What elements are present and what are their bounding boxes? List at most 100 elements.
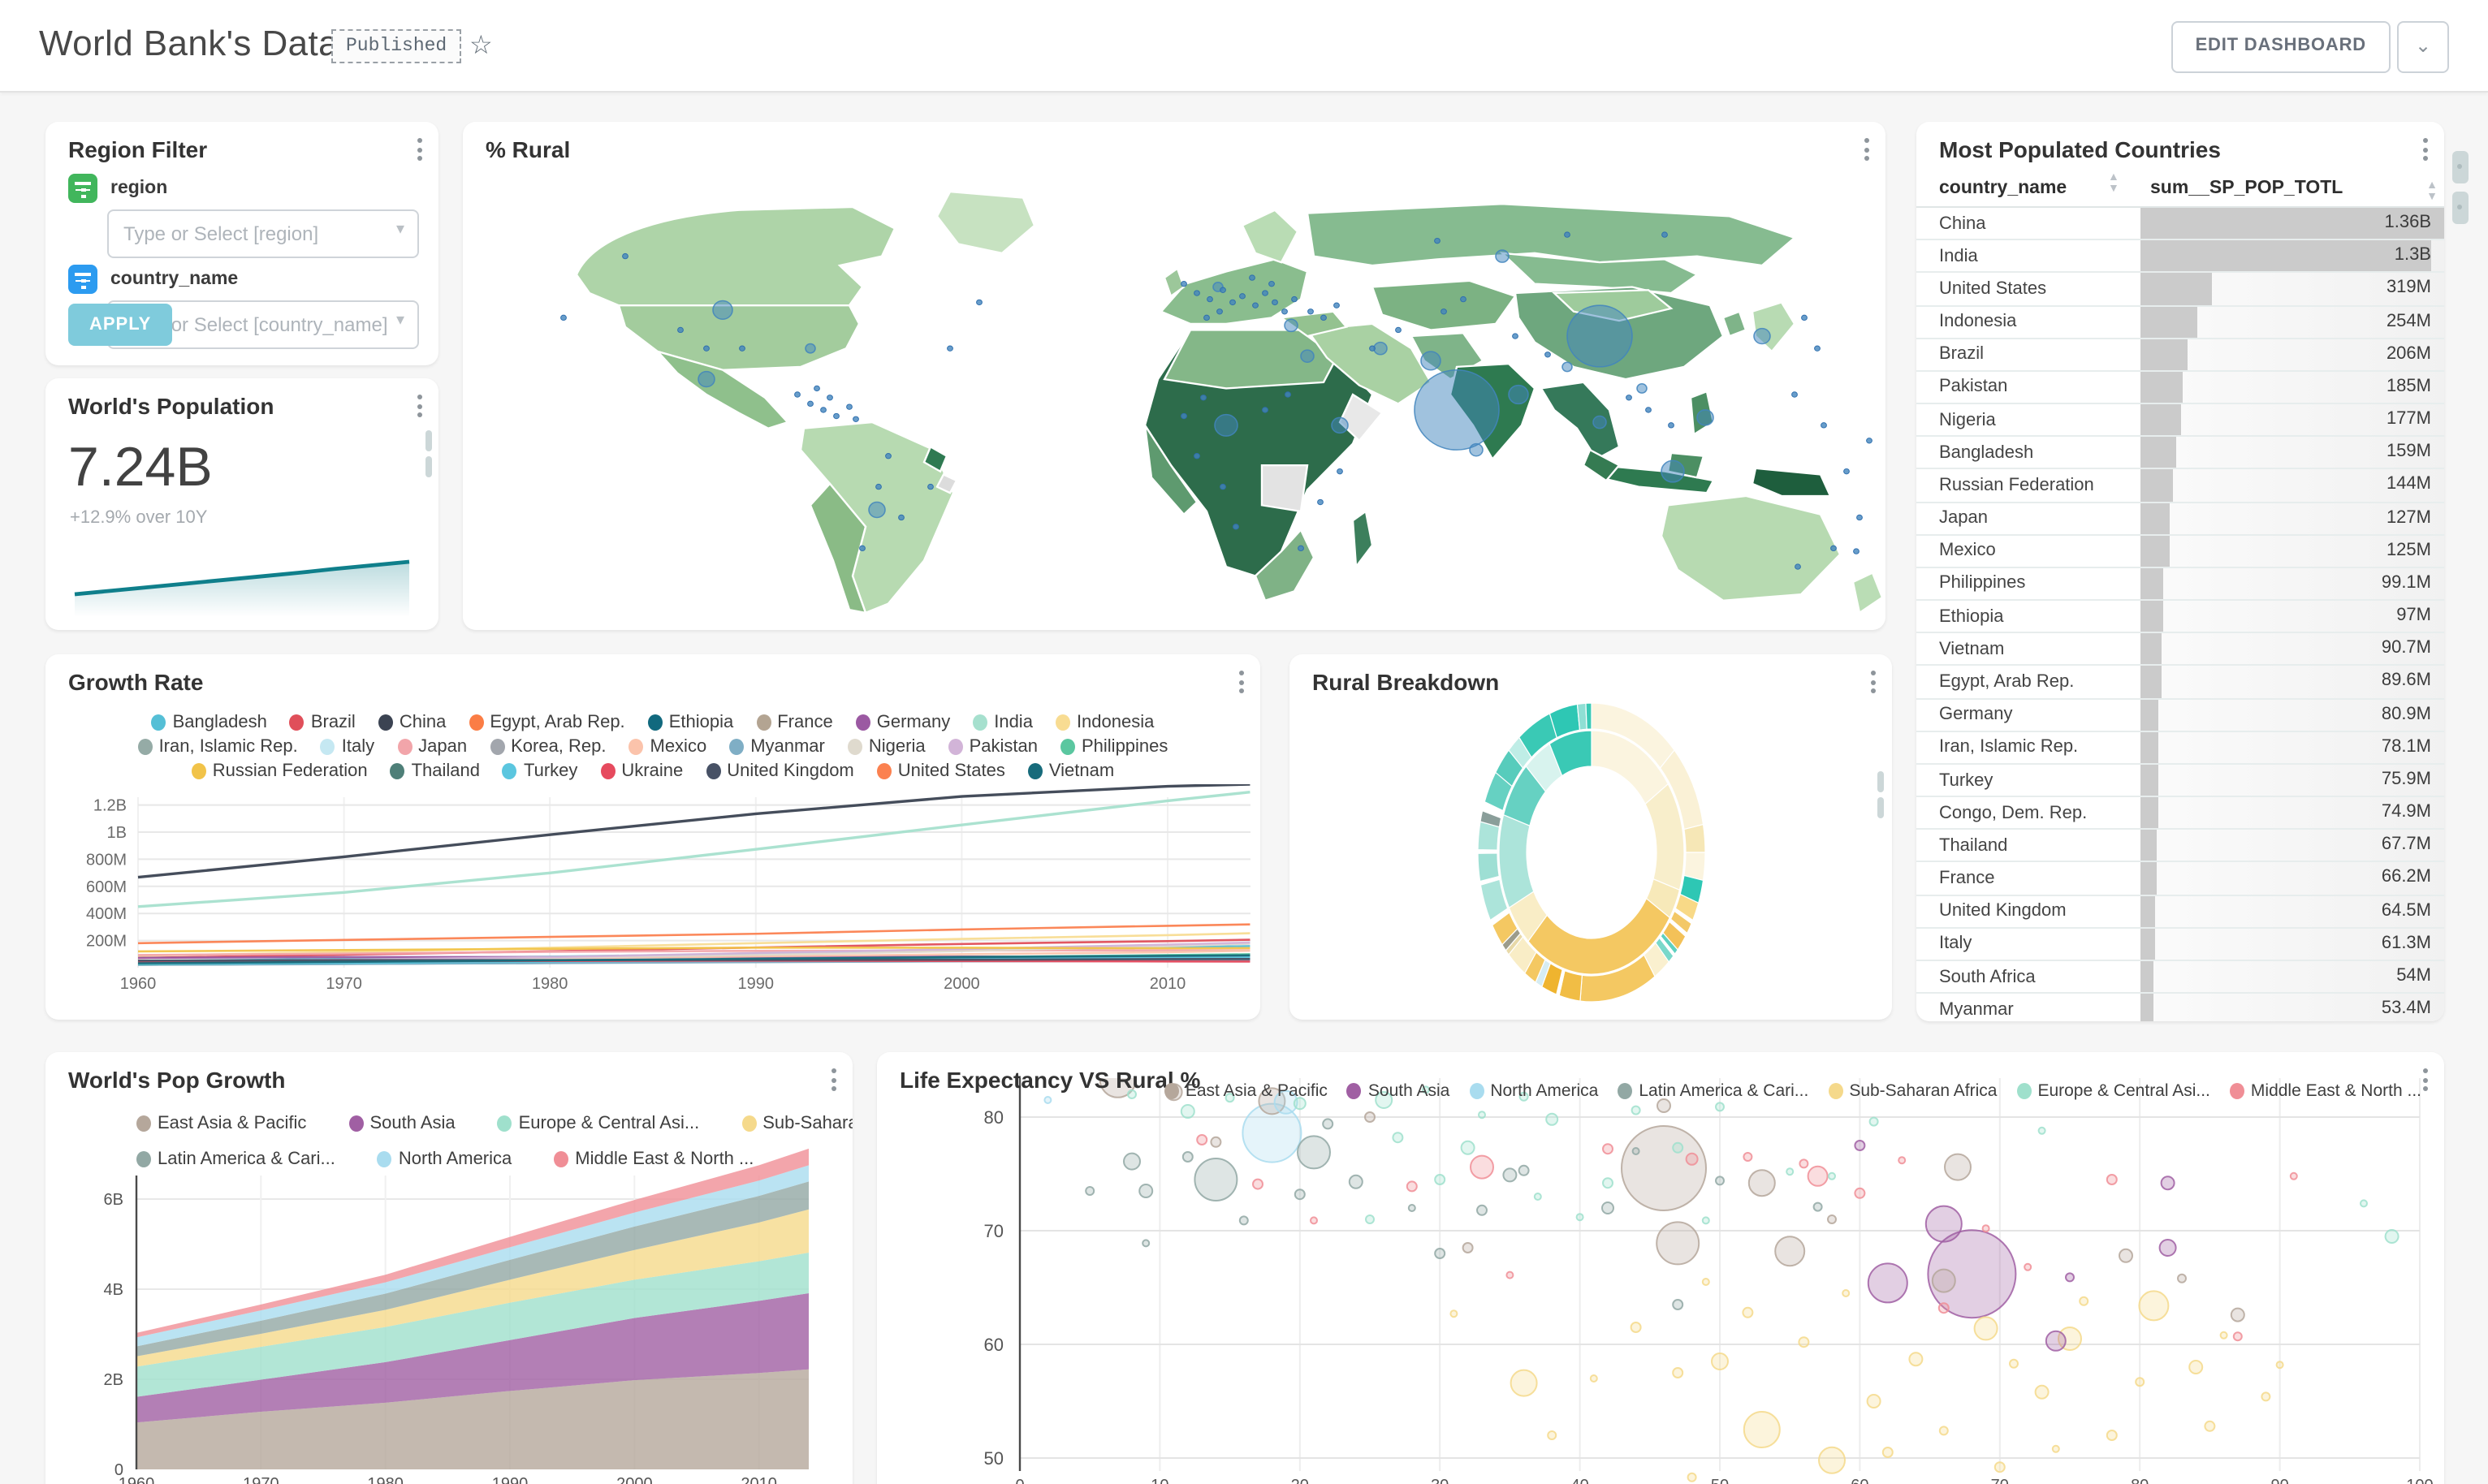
table-row[interactable]: Italy 61.3M (1916, 928, 2444, 961)
legend-item[interactable]: Mexico (628, 737, 706, 757)
scrollbar[interactable] (425, 456, 432, 477)
table-row[interactable]: United States 319M (1916, 273, 2444, 307)
legend-item[interactable]: Pakistan (948, 737, 1038, 757)
column-country-name[interactable]: country_name (1939, 179, 2067, 198)
growth-line-chart[interactable]: 200M 400M 600M 800M 1B 1.2B 1960 1970 1980 1990 20… (45, 784, 1260, 1003)
scatter-legend-row[interactable]: East Asia & Pacific South Asia North Ameri… (877, 1081, 2444, 1101)
table-row[interactable]: Turkey 75.9M (1916, 764, 2444, 798)
legend-item[interactable]: Sub-Saharan Africa (741, 1114, 853, 1133)
scrollbar[interactable] (425, 430, 432, 451)
legend-item[interactable]: Thailand (390, 761, 480, 781)
growth-legend-row[interactable]: Russian Federation Thailand Turkey Ukraine U… (45, 761, 1260, 781)
legend-item[interactable]: Turkey (502, 761, 577, 781)
table-row[interactable]: Mexico 125M (1916, 535, 2444, 568)
legend-item[interactable]: Middle East & North ... (554, 1150, 754, 1169)
legend-item[interactable]: North America (1469, 1081, 1598, 1101)
legend-item[interactable]: Korea, Rep. (490, 737, 607, 757)
kebab-menu-icon[interactable] (1871, 671, 1876, 693)
kebab-menu-icon[interactable] (417, 395, 422, 417)
scatter-bubble-chart[interactable]: 80 70 60 50 0 10 20 30 40 50 60 70 80 90 100 (877, 1078, 2444, 1484)
area-legend-row[interactable]: East Asia & Pacific South Asia Europe & Ce… (45, 1114, 853, 1133)
legend-item[interactable]: Iran, Islamic Rep. (137, 737, 298, 757)
table-row[interactable]: China 1.36B (1916, 208, 2444, 241)
legend-item[interactable]: Italy (320, 737, 374, 757)
legend-item[interactable]: Europe & Central Asi... (497, 1114, 699, 1133)
legend-item[interactable]: Bangladesh (151, 713, 267, 732)
legend-item[interactable]: Brazil (289, 713, 356, 732)
legend-item[interactable]: Ethiopia (647, 713, 733, 732)
table-row[interactable]: Congo, Dem. Rep. 74.9M (1916, 797, 2444, 830)
legend-item[interactable]: Latin America & Cari... (136, 1150, 335, 1169)
table-row[interactable]: Ethiopia 97M (1916, 601, 2444, 634)
legend-item[interactable]: Russian Federation (191, 761, 368, 781)
table-row[interactable]: South Africa 54M (1916, 960, 2444, 994)
edit-dropdown-button[interactable]: ⌄ (2397, 21, 2449, 73)
table-row[interactable]: Indonesia 254M (1916, 306, 2444, 339)
legend-item[interactable]: South Asia (348, 1114, 456, 1133)
sort-icon[interactable]: ▲ ▼ (2426, 180, 2438, 203)
legend-item[interactable]: North America (377, 1150, 512, 1169)
table-row[interactable]: Brazil 206M (1916, 339, 2444, 372)
population-cell: 125M (2140, 535, 2444, 567)
sort-icon[interactable]: ▲ ▼ (2108, 172, 2119, 195)
pop-growth-area-chart[interactable]: 0 2B 4B 6B 1960 1970 1980 1990 2000 2010 (45, 1143, 853, 1484)
table-row[interactable]: Japan 127M (1916, 503, 2444, 536)
kebab-menu-icon[interactable] (831, 1068, 836, 1091)
table-row[interactable]: India 1.3B (1916, 240, 2444, 274)
legend-item[interactable]: United States (876, 761, 1005, 781)
legend-item[interactable]: China (378, 713, 446, 732)
table-row[interactable]: Egypt, Arab Rep. 89.6M (1916, 666, 2444, 700)
legend-item[interactable]: Indonesia (1055, 713, 1154, 732)
legend-item[interactable]: South Asia (1346, 1081, 1449, 1101)
kebab-menu-icon[interactable] (417, 138, 422, 161)
world-map[interactable] (463, 164, 1885, 625)
table-row[interactable]: Nigeria 177M (1916, 404, 2444, 438)
legend-item[interactable]: Japan (397, 737, 467, 757)
kebab-menu-icon[interactable] (1239, 671, 1244, 693)
table-row[interactable]: Iran, Islamic Rep. 78.1M (1916, 731, 2444, 765)
legend-item[interactable]: Europe & Central Asi... (2016, 1081, 2210, 1101)
kebab-menu-icon[interactable] (1864, 138, 1869, 161)
published-badge[interactable]: Published (331, 29, 462, 63)
legend-item[interactable]: Latin America & Cari... (1618, 1081, 1808, 1101)
growth-legend-row[interactable]: Bangladesh Brazil China Egypt, Arab Rep. Eth… (45, 713, 1260, 732)
legend-item[interactable]: Myanmar (729, 737, 825, 757)
table-row[interactable]: Germany 80.9M (1916, 699, 2444, 732)
legend-item[interactable]: East Asia & Pacific (1164, 1081, 1328, 1101)
legend-item[interactable]: Philippines (1060, 737, 1168, 757)
table-row[interactable]: United Kingdom 64.5M (1916, 895, 2444, 929)
scrollbar[interactable] (1877, 797, 1884, 818)
legend-item[interactable]: Nigeria (847, 737, 926, 757)
legend-item[interactable]: East Asia & Pacific (136, 1114, 306, 1133)
legend-item[interactable]: Ukraine (600, 761, 683, 781)
legend-item[interactable]: United Kingdom (706, 761, 854, 781)
scroll-control[interactable] (2452, 151, 2469, 183)
kebab-menu-icon[interactable] (2423, 138, 2428, 161)
table-row[interactable]: Vietnam 90.7M (1916, 633, 2444, 667)
legend-item[interactable]: Sub-Saharan Africa (1828, 1081, 1997, 1101)
table-row[interactable]: Russian Federation 144M (1916, 469, 2444, 503)
column-population[interactable]: sum__SP_POP_TOTL ▲ ▼ (2150, 179, 2438, 203)
growth-legend-row[interactable]: Iran, Islamic Rep. Italy Japan Korea, Rep. M… (45, 737, 1260, 757)
legend-item[interactable]: Vietnam (1027, 761, 1114, 781)
table-row[interactable]: Philippines 99.1M (1916, 567, 2444, 602)
scroll-control[interactable] (2452, 192, 2469, 224)
edit-dashboard-button[interactable]: EDIT DASHBOARD (2171, 21, 2391, 73)
table-row[interactable]: Thailand 67.7M (1916, 830, 2444, 863)
legend-item[interactable]: Germany (855, 713, 950, 732)
kebab-menu-icon[interactable] (2423, 1068, 2428, 1091)
table-row[interactable]: Bangladesh 159M (1916, 437, 2444, 470)
table-row[interactable]: Myanmar 53.4M (1916, 994, 2444, 1021)
area-legend-row[interactable]: Latin America & Cari... North America Midd… (45, 1150, 853, 1169)
favorite-star-icon[interactable]: ☆ (469, 32, 493, 60)
rural-sunburst-chart[interactable] (1289, 654, 1892, 1020)
legend-item[interactable]: France (756, 713, 833, 732)
legend-item[interactable]: India (973, 713, 1033, 732)
apply-button[interactable]: APPLY (68, 304, 173, 346)
legend-item[interactable]: Egypt, Arab Rep. (469, 713, 625, 732)
legend-item[interactable]: Middle East & North ... (2229, 1081, 2421, 1101)
table-row[interactable]: France 66.2M (1916, 862, 2444, 896)
table-row[interactable]: Pakistan 185M (1916, 371, 2444, 405)
region-select[interactable]: Type or Select [region] ▾ (107, 209, 419, 258)
scrollbar[interactable] (1877, 771, 1884, 792)
